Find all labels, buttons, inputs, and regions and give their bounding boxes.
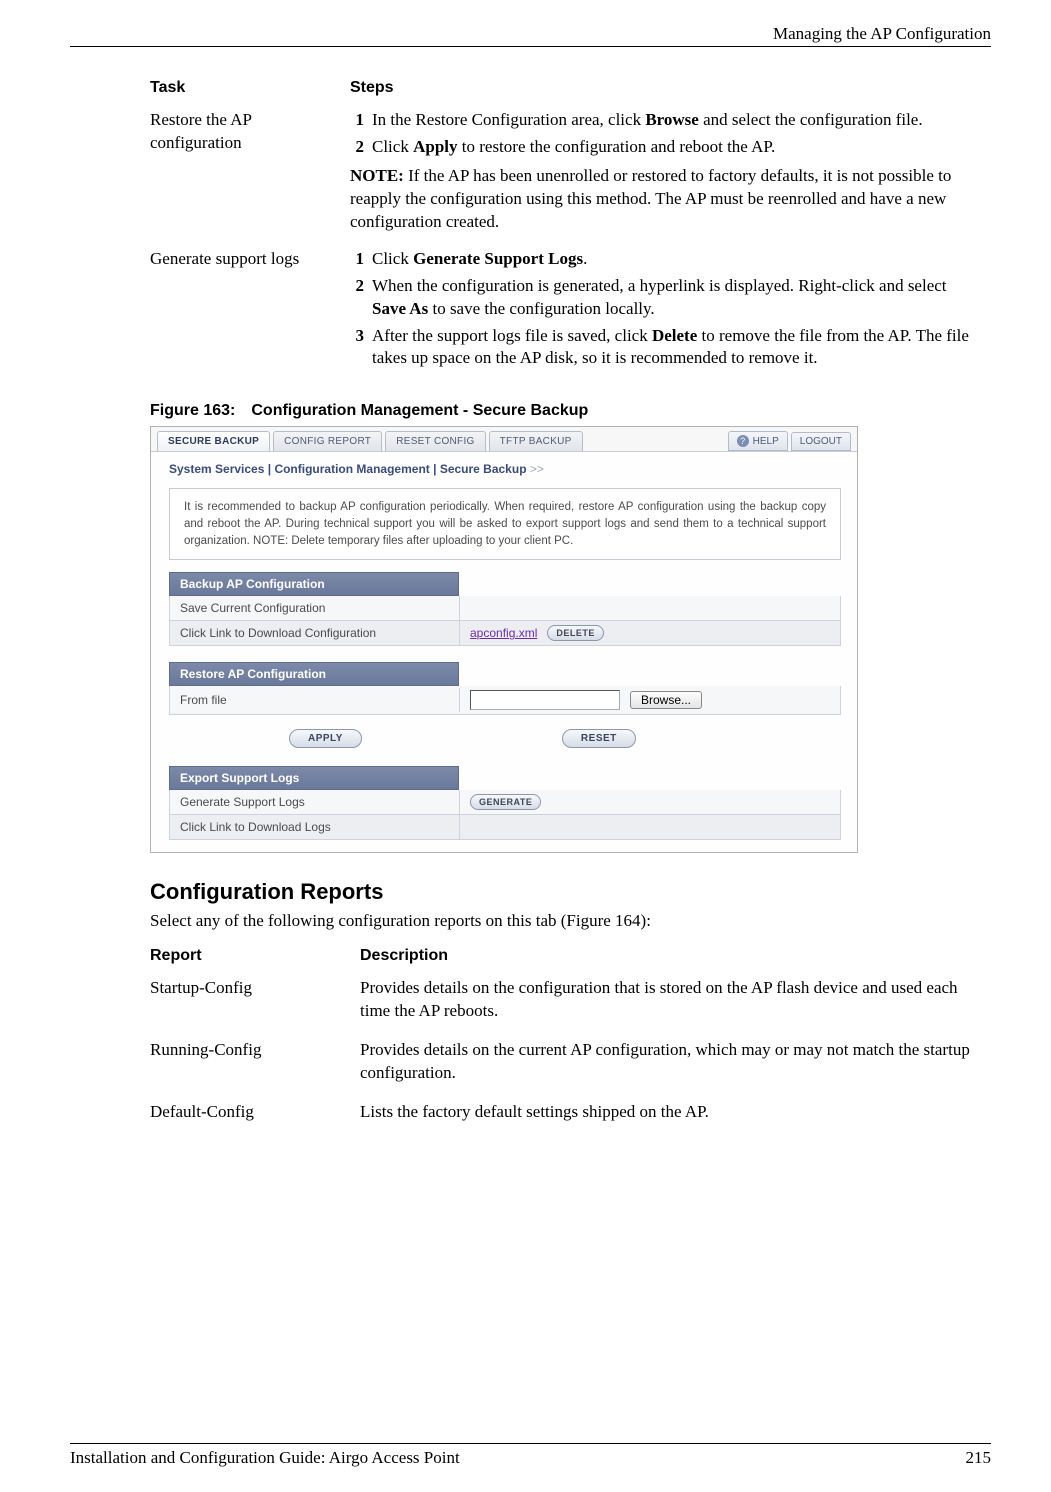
task-cell: Restore the AP configuration: [150, 105, 350, 244]
help-label: HELP: [753, 436, 779, 447]
section-restore-header: Restore AP Configuration: [169, 662, 459, 686]
export-generate-label: Generate Support Logs: [170, 790, 460, 814]
configuration-reports-heading: Configuration Reports: [150, 879, 991, 905]
step-number: 1: [350, 248, 372, 271]
logout-label: LOGOUT: [800, 436, 842, 447]
report-desc: Provides details on the current AP confi…: [360, 1035, 991, 1097]
backup-row-save: Save Current Configuration: [169, 596, 841, 621]
task-steps-table: Task Steps Restore the AP configuration …: [150, 75, 991, 384]
header-rule: [70, 46, 991, 47]
figure-caption: Figure 163: Configuration Management - S…: [150, 402, 991, 420]
crumb-a: System Services: [169, 462, 264, 476]
crumb-tail: >>: [527, 462, 544, 476]
t: Click: [372, 137, 413, 156]
step-text: Click Generate Support Logs.: [372, 248, 983, 271]
step-item: 2 When the configuration is generated, a…: [350, 275, 983, 321]
restore-button-row: APPLY RESET: [169, 723, 841, 754]
configuration-reports-intro: Select any of the following configuratio…: [150, 911, 991, 931]
t-bold: Generate Support Logs: [413, 249, 583, 268]
col-task-header: Task: [150, 75, 350, 105]
step-item: 2 Click Apply to restore the configurati…: [350, 136, 983, 159]
tab-tftp-backup[interactable]: TFTP BACKUP: [489, 431, 583, 451]
t-bold: Save As: [372, 299, 428, 318]
footer-title: Installation and Configuration Guide: Ai…: [70, 1448, 460, 1468]
restore-fromfile-label: From file: [170, 688, 460, 712]
report-name: Default-Config: [150, 1097, 360, 1136]
backup-row-download: Click Link to Download Configuration apc…: [169, 621, 841, 646]
apply-button[interactable]: APPLY: [289, 729, 362, 748]
browse-button[interactable]: Browse...: [630, 691, 702, 709]
step-item: 1 In the Restore Configuration area, cli…: [350, 109, 983, 132]
steps-cell: 1 Click Generate Support Logs. 2 When th…: [350, 244, 991, 385]
reset-button[interactable]: RESET: [562, 729, 636, 748]
crumb-b: Configuration Management: [274, 462, 429, 476]
t-bold: Delete: [652, 326, 697, 345]
section-backup-header: Backup AP Configuration: [169, 572, 459, 596]
t: to save the configuration locally.: [428, 299, 654, 318]
apconfig-link[interactable]: apconfig.xml: [470, 626, 537, 640]
report-table: Report Description Startup-Config Provid…: [150, 943, 991, 1136]
figure-tab-bar: SECURE BACKUP CONFIG REPORT RESET CONFIG…: [151, 427, 857, 452]
figure-secure-backup: SECURE BACKUP CONFIG REPORT RESET CONFIG…: [150, 426, 858, 853]
export-download-label: Click Link to Download Logs: [170, 815, 460, 839]
task-cell: Generate support logs: [150, 244, 350, 385]
restore-row-fromfile: From file Browse...: [169, 686, 841, 715]
breadcrumb: System Services | Configuration Manageme…: [151, 452, 857, 482]
section-export-header: Export Support Logs: [169, 766, 459, 790]
export-row-download: Click Link to Download Logs: [169, 815, 841, 840]
crumb-c: Secure Backup: [440, 462, 527, 476]
logout-button[interactable]: LOGOUT: [791, 432, 851, 451]
report-name: Startup-Config: [150, 973, 360, 1035]
page-footer: Installation and Configuration Guide: Ai…: [70, 1443, 991, 1468]
step-number: 2: [350, 136, 372, 159]
t: .: [583, 249, 587, 268]
crumb-sep: |: [430, 462, 440, 476]
step-text: After the support logs file is saved, cl…: [372, 325, 983, 371]
report-desc: Lists the factory default settings shipp…: [360, 1097, 991, 1136]
report-desc: Provides details on the configuration th…: [360, 973, 991, 1035]
desc-col-header: Description: [360, 943, 991, 973]
step-number: 1: [350, 109, 372, 132]
help-button[interactable]: ? HELP: [728, 431, 788, 451]
t-bold: Browse: [645, 110, 699, 129]
footer-rule: [70, 1443, 991, 1444]
intro-text: It is recommended to backup AP configura…: [170, 489, 840, 559]
steps-cell: 1 In the Restore Configuration area, cli…: [350, 105, 991, 244]
step-text: When the configuration is generated, a h…: [372, 275, 983, 321]
backup-download-label: Click Link to Download Configuration: [170, 621, 460, 645]
note-text: If the AP has been unenrolled or restore…: [350, 166, 951, 231]
step-number: 2: [350, 275, 372, 321]
step-text: Click Apply to restore the configuration…: [372, 136, 983, 159]
note-block: NOTE: If the AP has been unenrolled or r…: [350, 165, 983, 234]
step-number: 3: [350, 325, 372, 371]
t: When the configuration is generated, a h…: [372, 276, 947, 295]
report-col-header: Report: [150, 943, 360, 973]
generate-button[interactable]: GENERATE: [470, 794, 541, 810]
intro-panel: It is recommended to backup AP configura…: [169, 488, 841, 560]
restore-file-input[interactable]: [470, 690, 620, 710]
backup-save-label: Save Current Configuration: [170, 596, 460, 620]
export-row-generate: Generate Support Logs GENERATE: [169, 790, 841, 815]
t: In the Restore Configuration area, click: [372, 110, 645, 129]
delete-button[interactable]: DELETE: [547, 625, 604, 641]
step-item: 3 After the support logs file is saved, …: [350, 325, 983, 371]
page-number: 215: [966, 1448, 992, 1468]
tab-secure-backup[interactable]: SECURE BACKUP: [157, 431, 270, 451]
tab-config-report[interactable]: CONFIG REPORT: [273, 431, 382, 451]
running-header: Managing the AP Configuration: [70, 24, 991, 44]
t-bold: Apply: [413, 137, 457, 156]
crumb-sep: |: [264, 462, 274, 476]
t: to restore the configuration and reboot …: [458, 137, 776, 156]
tab-reset-config[interactable]: RESET CONFIG: [385, 431, 485, 451]
step-text: In the Restore Configuration area, click…: [372, 109, 983, 132]
report-name: Running-Config: [150, 1035, 360, 1097]
t: and select the configuration file.: [699, 110, 923, 129]
note-label: NOTE:: [350, 166, 404, 185]
t: After the support logs file is saved, cl…: [372, 326, 652, 345]
t: Click: [372, 249, 413, 268]
step-item: 1 Click Generate Support Logs.: [350, 248, 983, 271]
col-steps-header: Steps: [350, 75, 991, 105]
help-icon: ?: [737, 435, 749, 447]
